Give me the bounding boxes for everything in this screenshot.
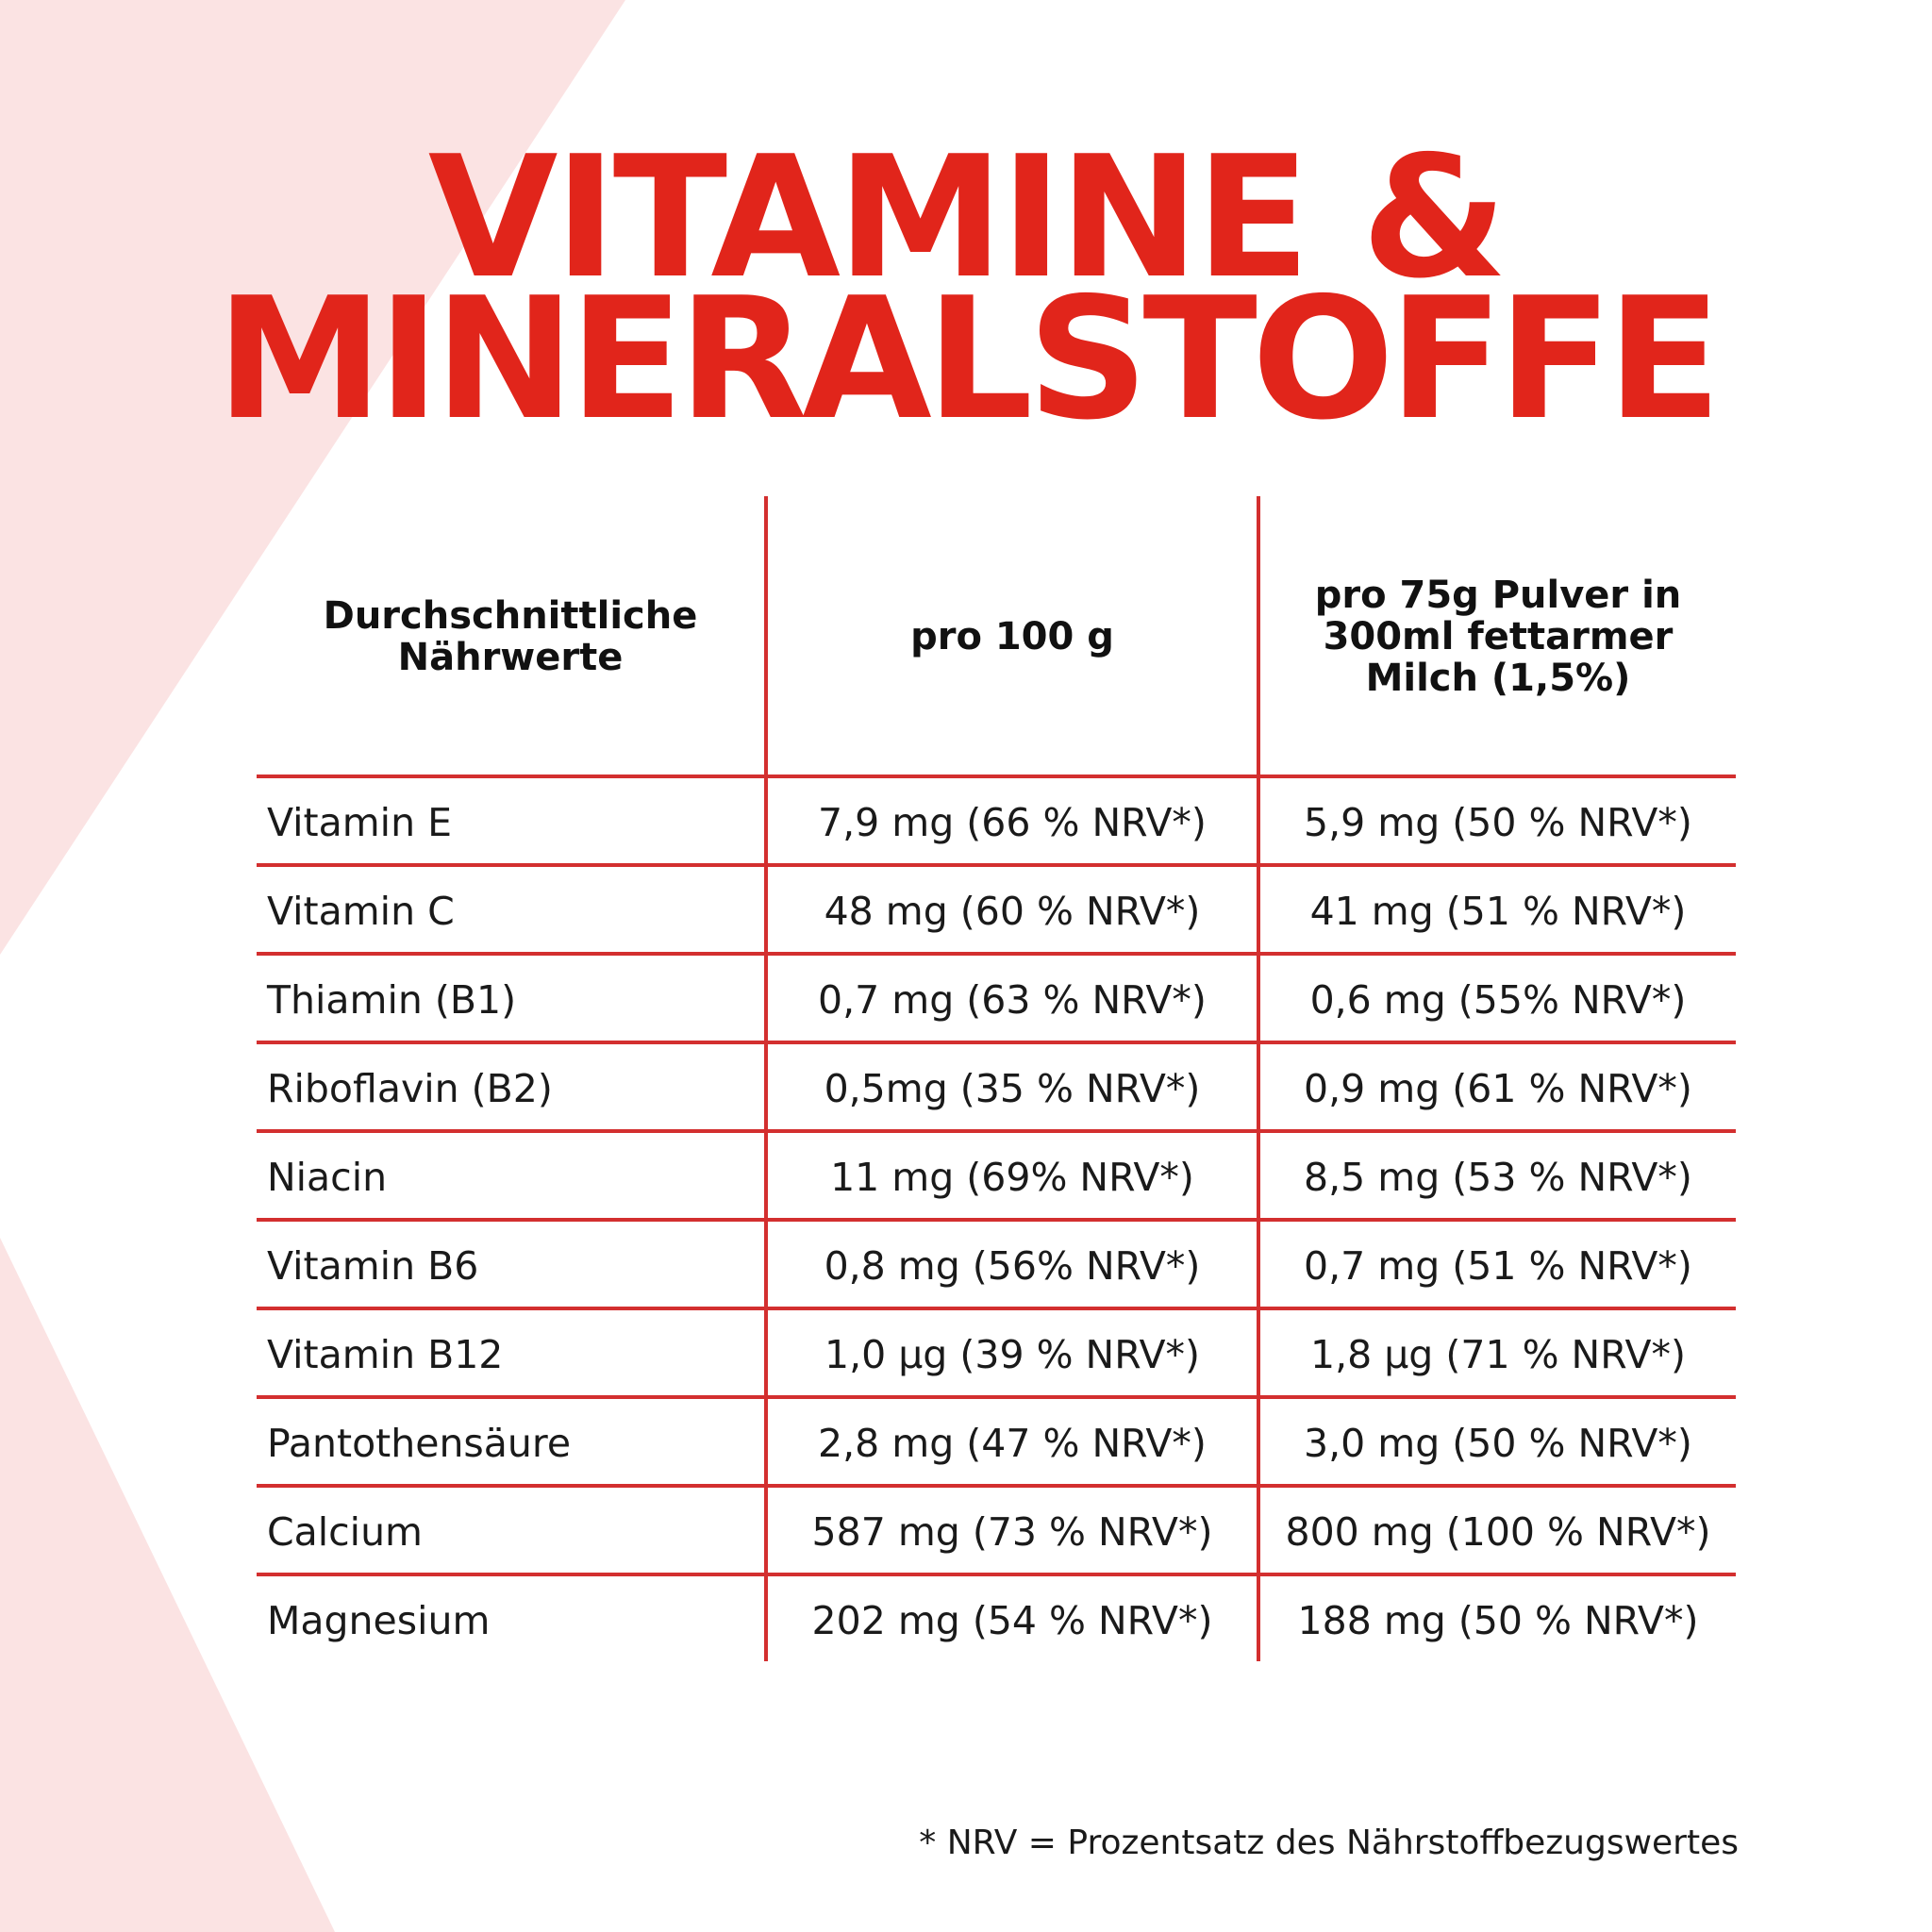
row-divider xyxy=(257,1307,1736,1310)
value-per-100g: 0,8 mg (56% NRV*) xyxy=(824,1243,1201,1289)
row-divider xyxy=(257,1573,1736,1576)
value-per-100g: 202 mg (54 % NRV*) xyxy=(811,1598,1213,1643)
nutrient-name: Pantothensäure xyxy=(267,1421,572,1466)
value-per-100g: 0,7 mg (63 % NRV*) xyxy=(818,977,1207,1023)
value-per-75g: 0,7 mg (51 % NRV*) xyxy=(1304,1243,1692,1289)
table-row: Magnesium 202 mg (54 % NRV*) 188 mg (50 … xyxy=(257,1576,1736,1665)
value-per-100g: 48 mg (60 % NRV*) xyxy=(824,889,1201,934)
value-per-100g: 11 mg (69% NRV*) xyxy=(830,1155,1194,1200)
value-per-100g: 7,9 mg (66 % NRV*) xyxy=(818,800,1207,845)
header-nutrient-line-2: Nährwerte xyxy=(397,636,624,679)
value-per-75g: 41 mg (51 % NRV*) xyxy=(1309,889,1687,934)
column-divider xyxy=(764,496,768,1661)
nutrient-name: Thiamin (B1) xyxy=(267,977,517,1023)
value-per-100g: 587 mg (73 % NRV*) xyxy=(811,1509,1213,1555)
table-row: Niacin 11 mg (69% NRV*) 8,5 mg (53 % NRV… xyxy=(257,1133,1736,1222)
row-divider xyxy=(257,1129,1736,1133)
value-per-75g: 0,9 mg (61 % NRV*) xyxy=(1304,1066,1692,1111)
table-row: Riboflavin (B2) 0,5mg (35 % NRV*) 0,9 mg… xyxy=(257,1044,1736,1133)
nutrient-name: Riboflavin (B2) xyxy=(267,1066,553,1111)
table-row: Vitamin C 48 mg (60 % NRV*) 41 mg (51 % … xyxy=(257,867,1736,956)
value-per-75g: 800 mg (100 % NRV*) xyxy=(1285,1509,1711,1555)
row-divider xyxy=(257,952,1736,956)
row-divider xyxy=(257,1218,1736,1222)
nutrition-table: Durchschnittliche Nährwerte pro 100 g pr… xyxy=(257,496,1736,1661)
page-title-line-1: VITAMINE & xyxy=(427,120,1507,315)
nutrient-name: Vitamin C xyxy=(267,889,455,934)
row-divider xyxy=(257,1395,1736,1399)
header-per-75g-line-2: 300ml fettarmer xyxy=(1323,615,1674,658)
table-row: Vitamin B6 0,8 mg (56% NRV*) 0,7 mg (51 … xyxy=(257,1222,1736,1310)
value-per-75g: 3,0 mg (50 % NRV*) xyxy=(1304,1421,1692,1466)
row-divider xyxy=(257,1041,1736,1044)
table-row: Thiamin (B1) 0,7 mg (63 % NRV*) 0,6 mg (… xyxy=(257,956,1736,1044)
value-per-75g: 188 mg (50 % NRV*) xyxy=(1297,1598,1699,1643)
value-per-100g: 0,5mg (35 % NRV*) xyxy=(824,1066,1201,1111)
nutrient-name: Niacin xyxy=(267,1155,388,1200)
header-nutrient: Durchschnittliche Nährwerte xyxy=(257,496,764,777)
table-row: Pantothensäure 2,8 mg (47 % NRV*) 3,0 mg… xyxy=(257,1399,1736,1488)
value-per-75g: 5,9 mg (50 % NRV*) xyxy=(1304,800,1692,845)
row-divider xyxy=(257,863,1736,867)
nutrient-name: Vitamin E xyxy=(267,800,452,845)
row-divider xyxy=(257,1484,1736,1488)
nutrient-name: Vitamin B6 xyxy=(267,1243,479,1289)
value-per-75g: 1,8 µg (71 % NRV*) xyxy=(1309,1332,1687,1377)
column-divider xyxy=(1257,496,1260,1661)
nutrient-name: Magnesium xyxy=(267,1598,491,1643)
header-per-75g-line-3: Milch (1,5%) xyxy=(1365,657,1631,700)
value-per-100g: 1,0 µg (39 % NRV*) xyxy=(824,1332,1201,1377)
value-per-100g: 2,8 mg (47 % NRV*) xyxy=(818,1421,1207,1466)
page-title-line-2: MINERALSTOFFE xyxy=(216,261,1722,457)
header-nutrient-line-1: Durchschnittliche xyxy=(323,594,698,638)
nutrient-name: Calcium xyxy=(267,1509,424,1555)
table-row: Calcium 587 mg (73 % NRV*) 800 mg (100 %… xyxy=(257,1488,1736,1576)
table-row: Vitamin E 7,9 mg (66 % NRV*) 5,9 mg (50 … xyxy=(257,778,1736,867)
value-per-75g: 0,6 mg (55% NRV*) xyxy=(1309,977,1687,1023)
header-per-75g: pro 75g Pulver in 300ml fettarmer Milch … xyxy=(1260,496,1736,777)
header-per-100g: pro 100 g xyxy=(910,615,1114,658)
row-divider xyxy=(257,774,1736,778)
nrv-footnote: * NRV = Prozentsatz des Nährstoffbezugsw… xyxy=(919,1824,1739,1862)
nutrient-name: Vitamin B12 xyxy=(267,1332,504,1377)
value-per-75g: 8,5 mg (53 % NRV*) xyxy=(1304,1155,1692,1200)
header-per-75g-line-1: pro 75g Pulver in xyxy=(1314,574,1682,617)
table-row: Vitamin B12 1,0 µg (39 % NRV*) 1,8 µg (7… xyxy=(257,1310,1736,1399)
